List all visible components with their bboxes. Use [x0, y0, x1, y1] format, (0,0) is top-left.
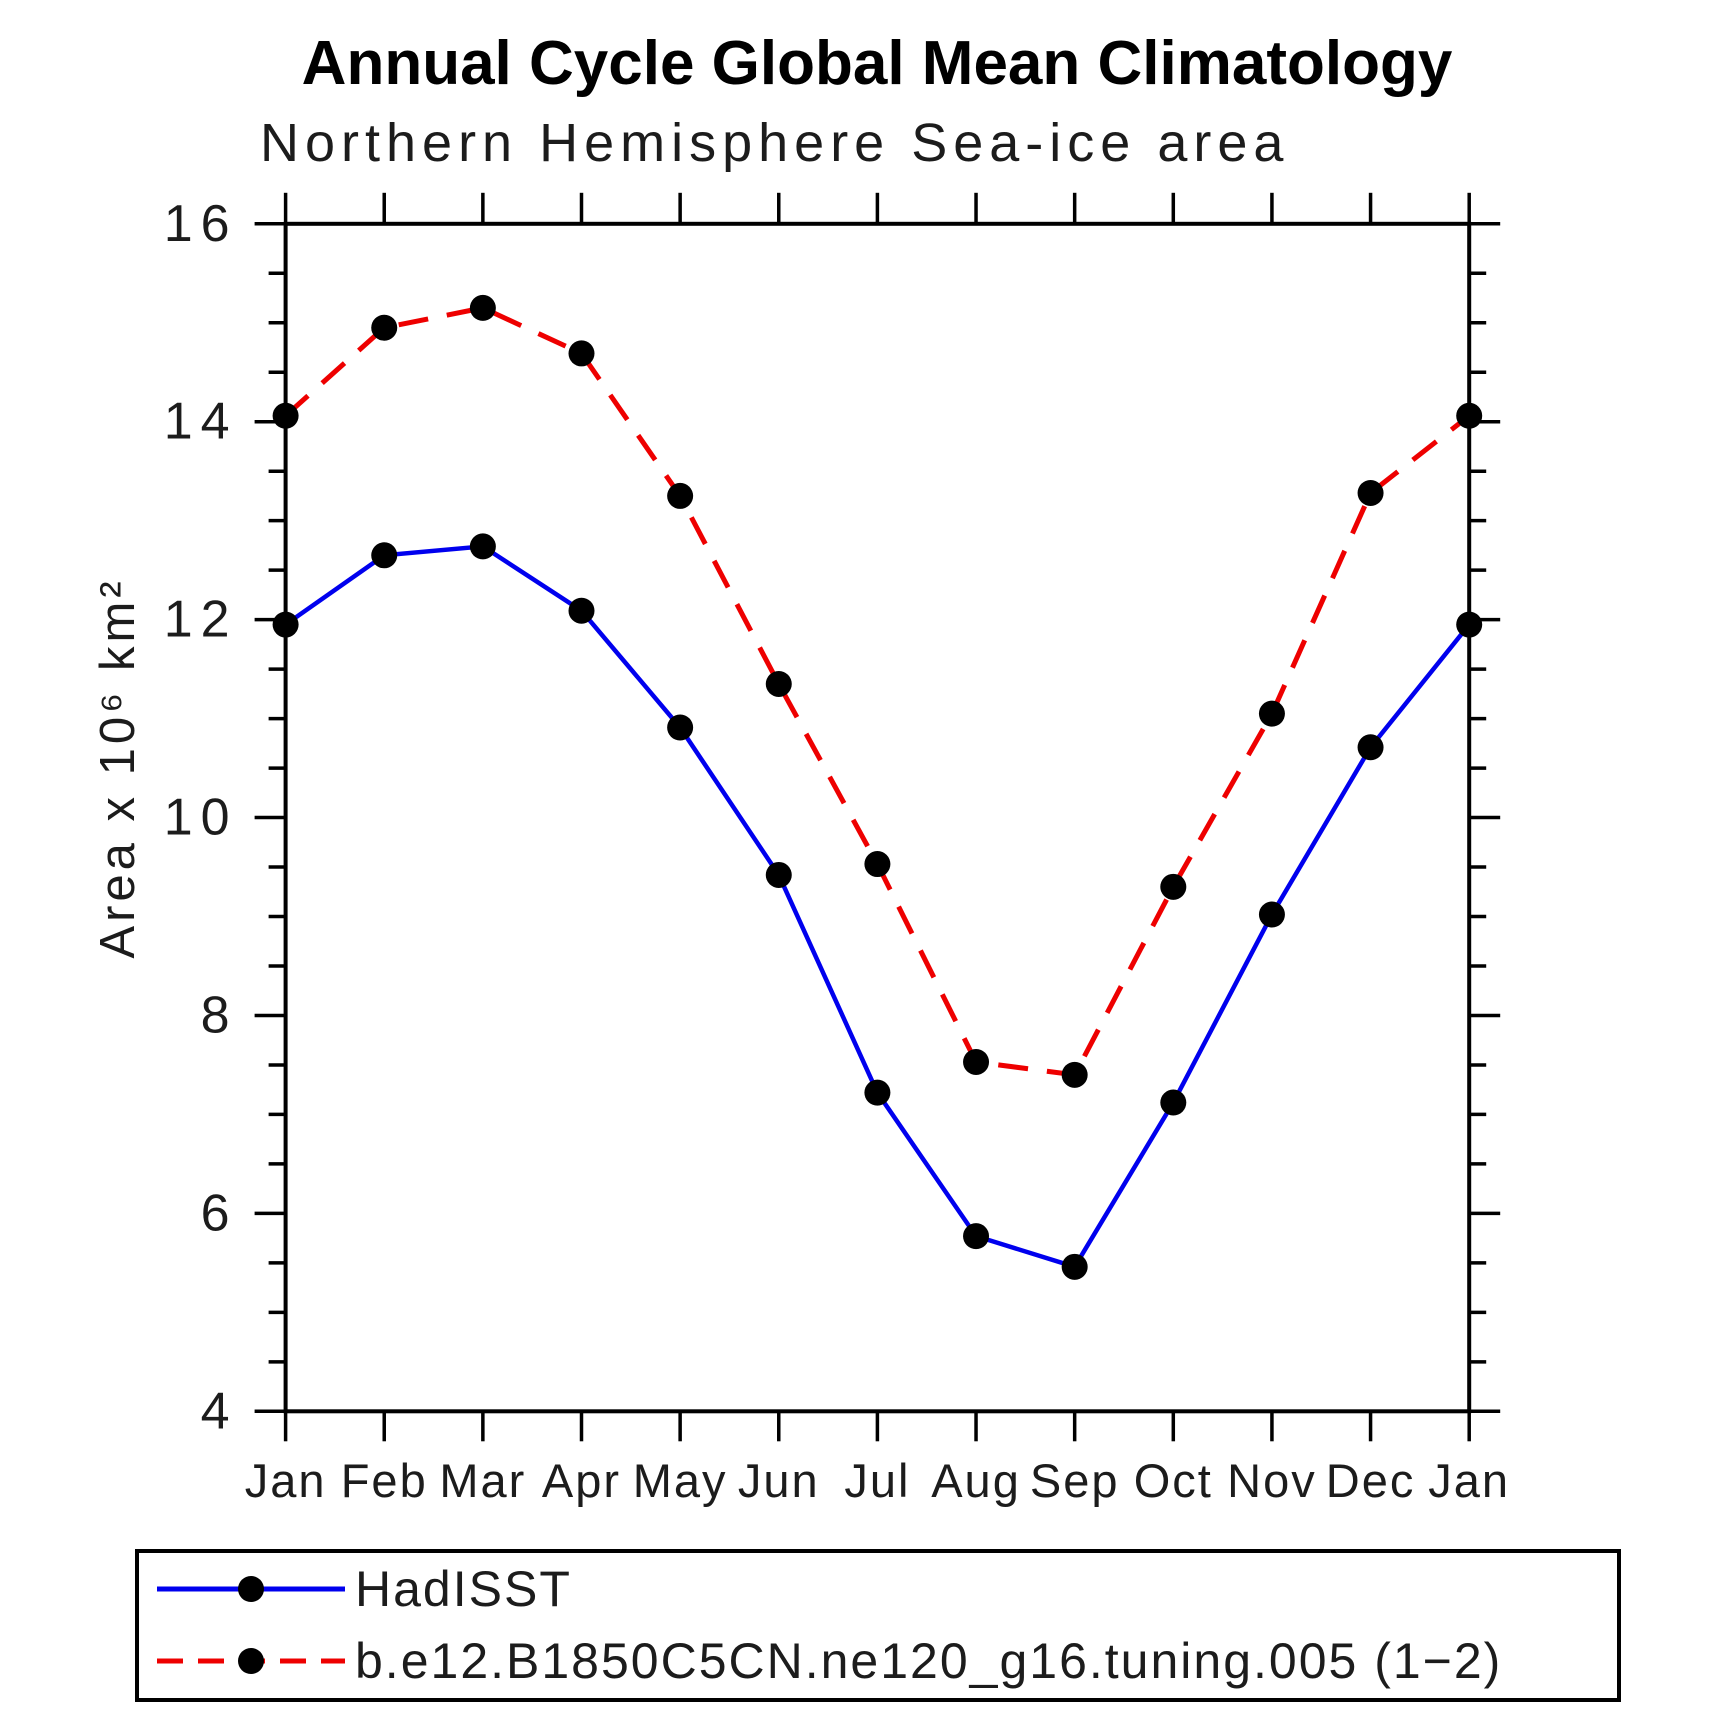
data-point-marker	[371, 314, 398, 341]
data-point-marker	[1258, 901, 1285, 928]
legend-box: HadISST b.e12.B1850C5CN.ne120_g16.tuning…	[135, 1549, 1621, 1702]
y-tick-labels: 16 14 12 10 8 6 4	[164, 195, 238, 1441]
chart-subtitle: Northern Hemisphere Sea-ice area	[260, 113, 1290, 173]
data-point-marker	[272, 402, 299, 429]
data-point-marker	[371, 542, 398, 569]
data-point-marker	[963, 1223, 990, 1250]
x-tick-labels: Jan Feb Mar Apr May Jun Jul Aug Sep Oct Nov Dec Jan	[245, 1454, 1510, 1507]
data-point-marker	[1160, 1089, 1187, 1116]
x-tick-label: Sep	[1030, 1454, 1120, 1507]
y-tick-label: 10	[164, 789, 238, 847]
x-tick-label: Jun	[738, 1454, 820, 1507]
legend-label-model: b.e12.B1850C5CN.ne120_g16.tuning.005 (1−…	[355, 1633, 1503, 1689]
data-markers	[272, 294, 1483, 1280]
data-point-marker	[1061, 1253, 1088, 1280]
data-point-marker	[864, 851, 891, 878]
x-tick-label: Jan	[1428, 1454, 1510, 1507]
x-tick-label: Apr	[542, 1454, 621, 1507]
legend-entry-model: b.e12.B1850C5CN.ne120_g16.tuning.005 (1−…	[153, 1633, 1502, 1689]
y-tick-label: 8	[201, 986, 238, 1044]
data-point-marker	[1357, 734, 1384, 761]
data-point-marker	[469, 294, 496, 321]
chart-title: Annual Cycle Global Mean Climatology	[301, 29, 1453, 98]
data-point-marker	[1456, 402, 1483, 429]
series-line-model	[283, 305, 1471, 1078]
y-tick-label: 16	[164, 195, 238, 253]
data-point-marker	[1357, 479, 1384, 506]
data-point-marker	[1061, 1061, 1088, 1088]
data-series	[283, 305, 1471, 1270]
y-tick-label: 12	[164, 591, 238, 649]
legend-entry-hadisst: HadISST	[153, 1561, 572, 1617]
data-point-marker	[568, 340, 595, 367]
hadisst-line-sample	[157, 1576, 345, 1602]
data-point-marker	[272, 611, 299, 638]
data-point-marker	[864, 1079, 891, 1106]
x-tick-label: Dec	[1326, 1454, 1416, 1507]
data-point-marker	[568, 597, 595, 624]
data-point-marker	[765, 861, 792, 888]
data-point-marker	[1456, 611, 1483, 638]
data-point-marker	[765, 670, 792, 697]
data-point-marker	[469, 533, 496, 560]
y-tick-label: 4	[201, 1382, 238, 1440]
x-tick-label: May	[633, 1454, 728, 1507]
data-point-marker	[667, 482, 694, 509]
data-point-marker	[667, 714, 694, 741]
legend-label-hadisst: HadISST	[355, 1561, 572, 1617]
data-point-marker	[1160, 873, 1187, 900]
series-line-hadisst	[284, 544, 1471, 1270]
y-tick-label: 6	[201, 1184, 238, 1242]
x-tick-label: Feb	[341, 1454, 428, 1507]
x-tick-label: Aug	[931, 1454, 1021, 1507]
x-tick-label: Oct	[1134, 1454, 1213, 1507]
model-line-sample	[157, 1648, 345, 1674]
data-point-marker	[963, 1048, 990, 1075]
x-tick-label: Jul	[844, 1454, 910, 1507]
y-tick-label: 14	[164, 393, 238, 451]
x-tick-label: Mar	[439, 1454, 526, 1507]
plot-frame	[283, 221, 1472, 1414]
x-tick-label: Nov	[1227, 1454, 1317, 1507]
axis-ticks	[254, 192, 1501, 1442]
x-tick-label: Jan	[245, 1454, 327, 1507]
data-point-marker	[1258, 700, 1285, 727]
